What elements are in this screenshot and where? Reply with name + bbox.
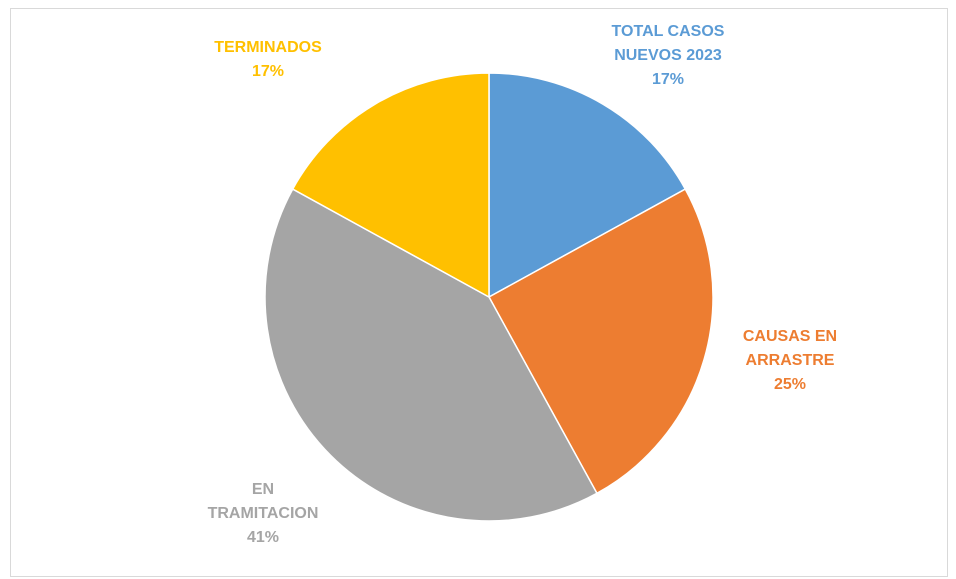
percent-label: 25% <box>773 376 807 393</box>
pie-slice <box>264 188 598 522</box>
category-label: TOTAL CASOS NUEVOS 2023 <box>611 23 725 64</box>
category-label: EN TRAMITACION <box>207 481 319 522</box>
pie-slice <box>291 72 490 299</box>
data-label: TERMINADOS 17% <box>193 36 343 84</box>
percent-label: 17% <box>651 71 685 88</box>
category-label: TERMINADOS <box>214 39 322 56</box>
percent-label: 41% <box>246 529 280 546</box>
data-label: TOTAL CASOS NUEVOS 2023 17% <box>593 20 743 92</box>
category-label: CAUSAS EN ARRASTRE <box>742 328 838 369</box>
pie-slice <box>487 188 714 495</box>
percent-label: 17% <box>251 63 285 80</box>
pie-slice <box>488 72 687 299</box>
data-label: CAUSAS EN ARRASTRE 25% <box>728 325 853 397</box>
data-label: EN TRAMITACION 41% <box>201 478 326 550</box>
